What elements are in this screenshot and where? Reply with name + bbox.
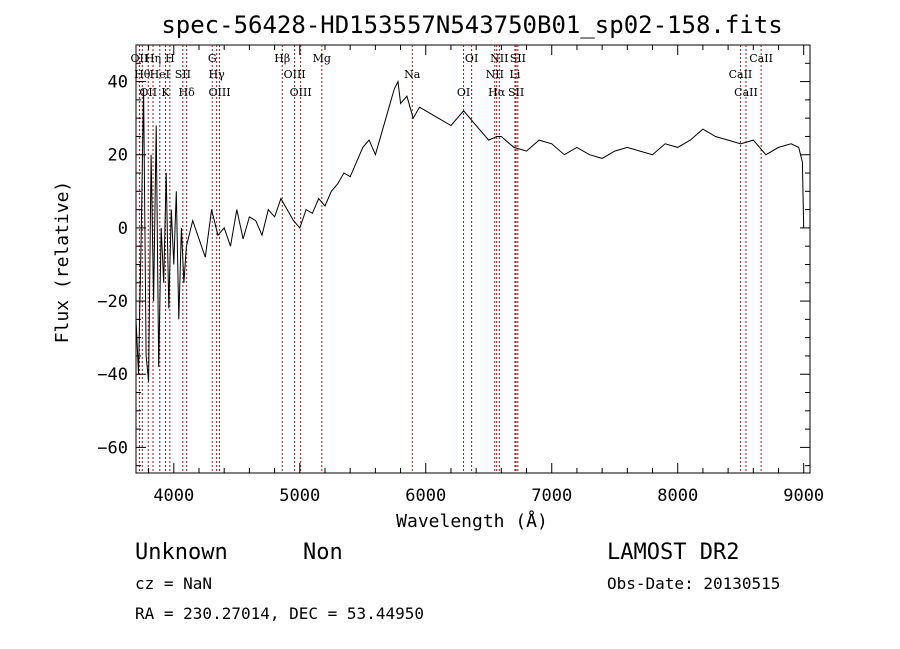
redshift-cz: cz = NaN	[135, 574, 212, 593]
line-marker-label: SII	[510, 52, 526, 65]
line-marker-label: Hδ	[179, 86, 196, 99]
line-marker-label: OIII	[290, 86, 312, 99]
line-marker-label: SII	[175, 68, 191, 81]
chart-title: spec-56428-HD153557N543750B01_sp02-158.f…	[161, 11, 782, 39]
line-marker-label: Hη	[145, 52, 161, 65]
y-tick-label: −40	[97, 365, 128, 385]
line-marker-label: OII	[139, 86, 157, 99]
line-marker-label: CaII	[749, 52, 773, 65]
line-marker-label: G	[208, 52, 217, 65]
y-axis-label: Flux (relative)	[52, 181, 73, 344]
line-marker-label: Mg	[313, 52, 331, 65]
survey-name: LAMOST DR2	[607, 540, 739, 565]
line-marker-label: OI	[457, 86, 470, 99]
line-marker-label: H	[165, 52, 175, 65]
line-marker-label: NII	[486, 68, 504, 81]
observation-date: Obs-Date: 20130515	[607, 574, 780, 593]
line-marker-label: K	[161, 86, 170, 99]
line-marker-label: Hα	[488, 86, 506, 99]
line-marker-label: CaII	[734, 86, 758, 99]
spectrum-line	[135, 79, 805, 382]
object-class: Unknown	[135, 540, 228, 565]
x-tick-label: 6000	[405, 486, 446, 506]
y-tick-label: −60	[97, 438, 128, 458]
x-tick-label: 8000	[657, 486, 698, 506]
line-marker-label: Hθ	[134, 68, 151, 81]
line-marker-label: Hγ	[209, 68, 226, 81]
plot-frame	[135, 44, 811, 474]
line-marker-label: CaII	[729, 68, 753, 81]
coordinates: RA = 230.27014, DEC = 53.44950	[135, 604, 424, 623]
line-marker-label: NII	[490, 52, 508, 65]
x-tick-label: 5000	[279, 486, 320, 506]
line-markers	[138, 45, 762, 473]
y-tick-label: −20	[97, 292, 128, 312]
x-tick-label: 7000	[531, 486, 572, 506]
axis-ticks: 4000 5000 6000 7000 8000 9000 −60 −40 −20 0 20 40	[97, 45, 824, 506]
line-marker-label: OIII	[284, 68, 306, 81]
x-tick-label: 9000	[783, 486, 824, 506]
line-marker-label: Na	[404, 68, 421, 81]
line-marker-labels: OIIHθOIIHηHeIKHSIIHδGHγOIIIHβOIIIOIIIMgN…	[131, 52, 773, 99]
x-tick-label: 4000	[153, 486, 194, 506]
line-marker-label: OI	[465, 52, 478, 65]
object-subclass: Non	[303, 540, 343, 565]
line-marker-label: OII	[131, 52, 149, 65]
line-marker-label: Li	[510, 68, 521, 81]
line-marker-label: Hβ	[274, 52, 290, 65]
line-marker-label: SII	[508, 86, 524, 99]
line-marker-label: OIII	[208, 86, 230, 99]
y-tick-label: 20	[108, 146, 128, 166]
y-tick-label: 0	[118, 219, 128, 239]
line-marker-label: HeI	[150, 68, 170, 81]
y-tick-label: 40	[108, 73, 128, 93]
x-axis-label: Wavelength (Å)	[396, 510, 548, 532]
